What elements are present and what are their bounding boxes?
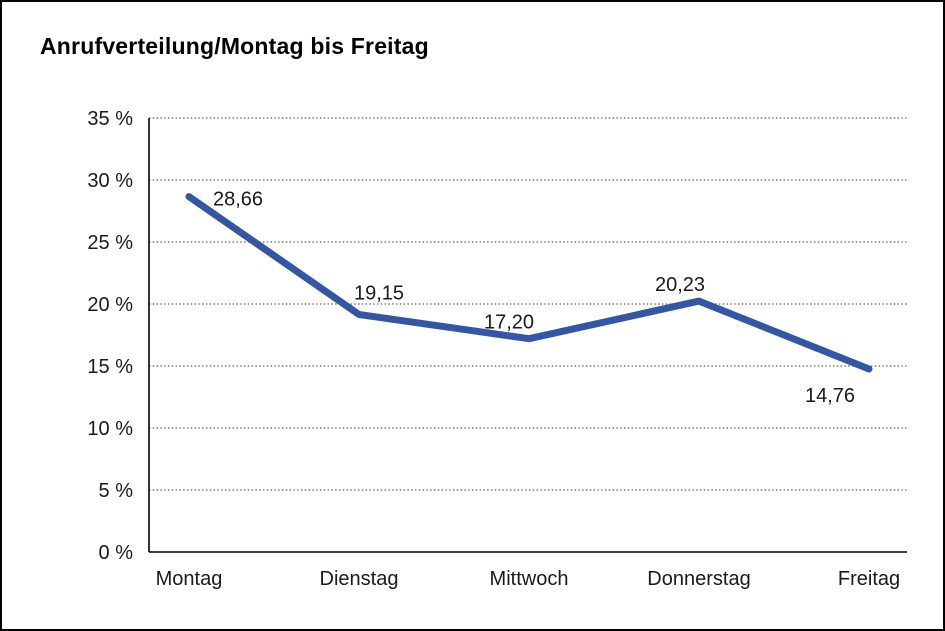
x-category-labels: Montag Dienstag Mittwoch Donnerstag Freitag (156, 568, 900, 590)
series-line (185, 193, 873, 373)
data-label: 28,66 (213, 189, 263, 211)
x-category-label: Dienstag (320, 568, 399, 590)
data-label: 19,15 (354, 283, 404, 305)
y-tick-label: 15 % (87, 356, 133, 378)
x-category-label: Montag (156, 568, 223, 590)
y-tick-label: 10 % (87, 418, 133, 440)
y-tick-label: 5 % (99, 480, 134, 502)
data-labels: 28,66 19,15 17,20 20,23 14,76 (213, 189, 855, 407)
y-gridlines (149, 117, 907, 491)
data-label: 20,23 (655, 274, 705, 296)
x-category-label: Freitag (838, 568, 900, 590)
data-label: 14,76 (805, 385, 855, 407)
y-tick-label: 25 % (87, 232, 133, 254)
x-category-label: Mittwoch (490, 568, 569, 590)
chart-title: Anrufverteilung/Montag bis Freitag (40, 33, 429, 59)
y-tick-label: 0 % (99, 542, 134, 564)
y-tick-labels: 35 % 30 % 25 % 20 % 15 % 10 % 5 % 0 % (87, 108, 133, 564)
data-label: 17,20 (484, 312, 534, 334)
x-category-label: Donnerstag (647, 568, 750, 590)
y-tick-label: 20 % (87, 294, 133, 316)
y-tick-label: 35 % (87, 108, 133, 130)
y-tick-label: 30 % (87, 170, 133, 192)
